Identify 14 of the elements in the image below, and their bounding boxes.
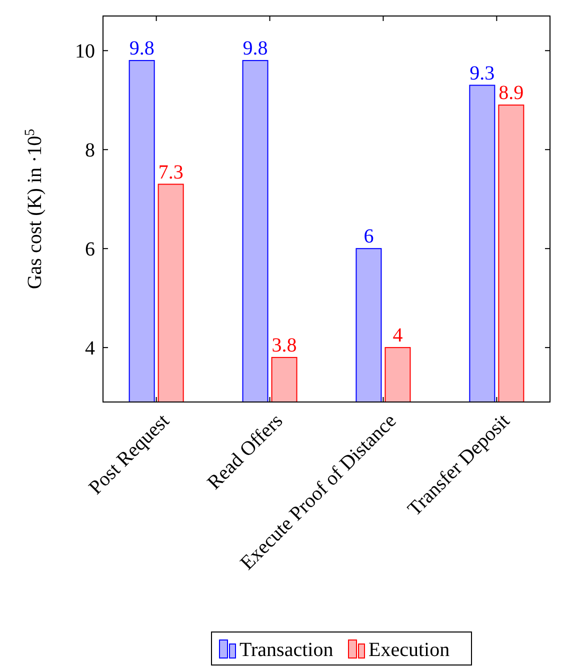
legend-label: Execution xyxy=(368,639,450,661)
y-tick-label: 4 xyxy=(85,338,95,360)
data-label: 9.8 xyxy=(129,38,154,60)
data-label: 8.9 xyxy=(498,82,524,104)
y-tick-label: 8 xyxy=(85,140,95,162)
y-tick-label: 10 xyxy=(75,40,95,63)
data-label: 3.8 xyxy=(272,334,297,356)
data-label: 7.3 xyxy=(158,161,184,184)
legend-label: Transaction xyxy=(240,639,334,661)
data-label: 4 xyxy=(392,324,403,347)
data-label: 9.3 xyxy=(470,62,495,84)
data-label: 9.8 xyxy=(242,38,268,60)
y-tick-label: 6 xyxy=(85,238,95,261)
data-label: 6 xyxy=(364,226,374,248)
